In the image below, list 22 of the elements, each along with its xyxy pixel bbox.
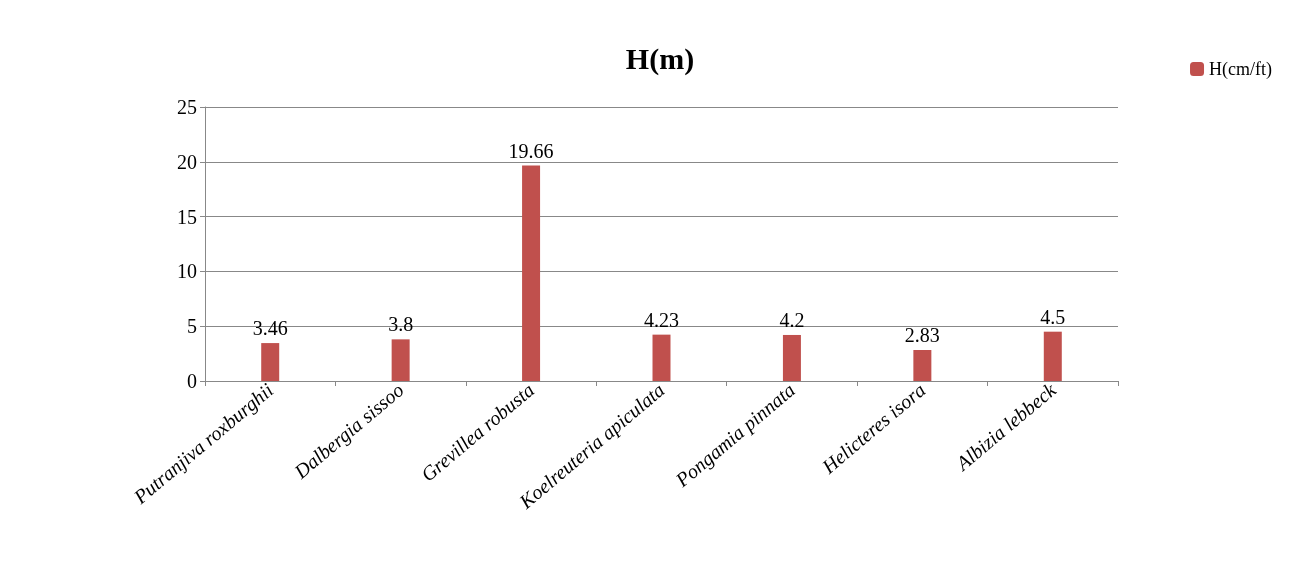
y-tick-label: 15 bbox=[177, 205, 197, 228]
y-tick-label: 10 bbox=[177, 260, 197, 283]
y-tick-label: 0 bbox=[187, 370, 197, 392]
data-label: 3.46 bbox=[252, 317, 288, 340]
bar bbox=[652, 334, 671, 381]
bar bbox=[391, 339, 410, 381]
data-label: 4.5 bbox=[1040, 305, 1066, 328]
data-label: 19.66 bbox=[508, 139, 554, 162]
chart-title: H(m) bbox=[625, 41, 695, 76]
y-tick-label: 25 bbox=[177, 96, 197, 118]
data-label: 3.8 bbox=[388, 313, 414, 336]
data-label: 4.2 bbox=[779, 308, 805, 331]
data-label: 4.23 bbox=[644, 308, 679, 331]
bar bbox=[782, 334, 801, 381]
y-tick-label: 5 bbox=[187, 315, 197, 338]
legend-label: H(cm/ft) bbox=[1209, 59, 1273, 80]
bar bbox=[1043, 331, 1062, 381]
bar bbox=[522, 165, 541, 381]
bar bbox=[261, 343, 280, 381]
bar bbox=[913, 349, 932, 381]
data-label: 2.83 bbox=[904, 323, 940, 346]
y-tick-label: 20 bbox=[177, 150, 197, 173]
